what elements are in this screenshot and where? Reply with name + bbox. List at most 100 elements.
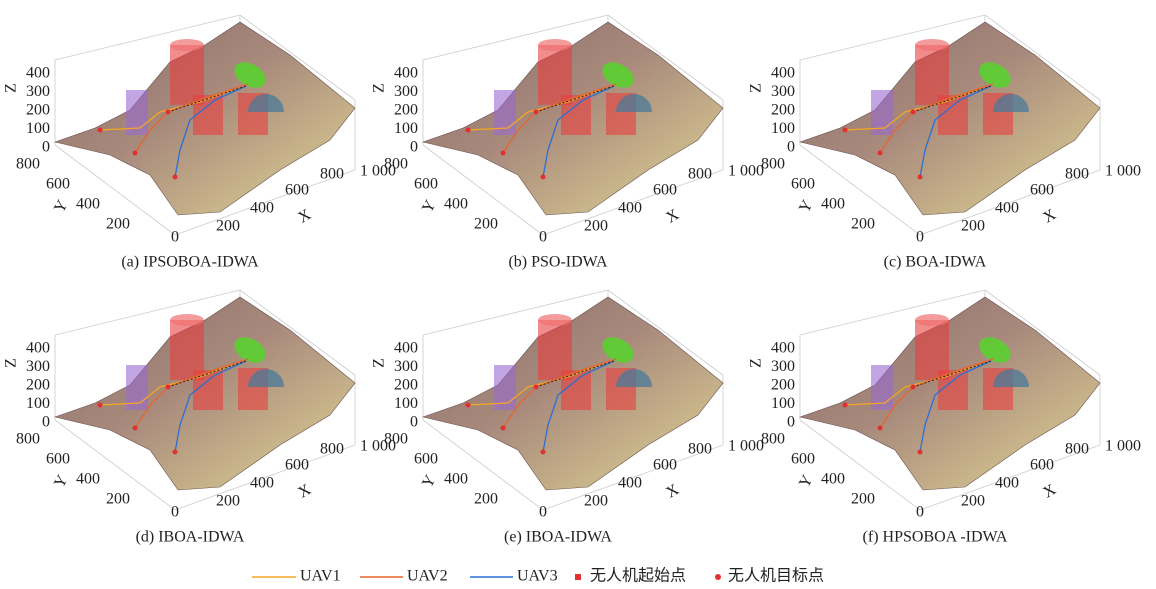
y-tick-label: 400 [821,196,845,213]
x-tick-label: 600 [285,457,309,474]
axis-line [799,14,986,61]
axis-line [422,14,609,61]
y-tick-label: 200 [474,491,498,508]
x-tick-label: 400 [618,200,642,217]
x-tick-label: 200 [961,493,985,510]
x-tick-label: 800 [688,166,712,183]
axis-line [607,14,724,101]
axis-line [607,289,724,376]
y-tick-label: 600 [791,451,815,468]
x-tick-label: 200 [216,218,240,235]
x-tick-label: 0 [539,229,547,246]
uav3-path [542,360,615,453]
z-tick-label: 300 [26,358,50,375]
panel-caption: (f) HPSOBOA -IDWA [863,529,1008,546]
z-tick-label: 400 [26,340,50,357]
y-tick-label: 800 [16,431,40,448]
y-tick-label: 800 [16,156,40,173]
y-tick-label: 400 [76,196,100,213]
z-tick-label: 0 [410,139,418,156]
z-axis-label: Z [3,83,20,93]
x-tick-label: 800 [320,441,344,458]
cylinder-top [170,314,204,326]
y-tick-label: 600 [46,176,70,193]
x-axis-label: X [295,481,314,502]
y-tick-label: 200 [851,216,875,233]
cylinder [193,370,223,410]
cylinder [126,90,148,135]
legend-label: UAV2 [407,568,448,585]
x-tick-label: 0 [916,229,924,246]
x-axis-label: X [1040,206,1059,227]
y-tick-label: 200 [851,491,875,508]
x-tick-label: 0 [171,229,179,246]
y-axis-label: Y [51,472,72,491]
cylinder [871,365,893,410]
z-tick-label: 0 [410,414,418,431]
panel-caption: (e) IBOA-IDWA [504,529,612,546]
legend: UAV1 UAV2 UAV3 无人机起始点 无人机目标点 [252,567,824,585]
z-tick-label: 400 [771,340,795,357]
z-tick-label: 300 [394,83,418,100]
start-point [97,127,103,133]
z-tick-label: 400 [26,65,50,82]
cylinder [938,370,968,410]
y-tick-label: 800 [761,431,785,448]
x-tick-label: 200 [216,493,240,510]
z-tick-label: 0 [42,414,50,431]
y-tick-label: 800 [384,156,408,173]
uav3-path [542,85,615,178]
start-point [132,425,138,431]
legend-label: UAV1 [300,568,341,585]
y-axis-label: Y [796,472,817,491]
z-axis-label: Z [748,83,765,93]
z-tick-label: 200 [771,377,795,394]
axis-line [799,289,986,336]
z-axis-label: Z [371,358,388,368]
z-tick-label: 0 [787,139,795,156]
z-tick-label: 300 [394,358,418,375]
axis-line [54,144,176,236]
y-tick-label: 400 [444,471,468,488]
y-axis-label: Y [51,197,72,216]
x-tick-label: 400 [250,200,274,217]
axis-line [422,289,609,336]
target-point [533,384,539,390]
axis-line [174,444,356,511]
start-point [540,174,546,180]
z-tick-label: 200 [394,102,418,119]
x-tick-label: 600 [653,457,677,474]
y-tick-label: 200 [474,216,498,233]
start-point [842,127,848,133]
panel: 0100200300400Z200400600800Y0200400600800… [748,289,1141,546]
z-axis-label: Z [3,358,20,368]
z-tick-label: 0 [42,139,50,156]
panel: 0100200300400Z200400600800Y0200400600800… [3,14,396,271]
panel: 0100200300400Z200400600800Y0200400600800… [371,14,764,271]
axis-line [542,444,724,511]
target-point [910,109,916,115]
z-axis-label: Z [371,83,388,93]
x-axis-label: X [663,481,682,502]
axis-line [54,419,176,511]
panel-caption: (a) IPSOBOA-IDWA [121,254,259,271]
x-tick-label: 400 [995,475,1019,492]
start-point [97,402,103,408]
x-tick-label: 0 [539,504,547,521]
path-overlap [535,360,615,388]
z-tick-label: 300 [26,83,50,100]
cylinder [193,95,223,135]
target-point [165,384,171,390]
cylinder [494,365,516,410]
y-tick-label: 600 [46,451,70,468]
x-tick-label: 800 [1065,166,1089,183]
target-point [533,109,539,115]
panel: 0100200300400Z200400600800Y0200400600800… [3,289,396,546]
legend-label: UAV3 [517,568,558,585]
y-tick-label: 400 [76,471,100,488]
cylinder [561,370,591,410]
z-tick-label: 100 [771,120,795,137]
start-point [917,174,923,180]
start-point [172,449,178,455]
